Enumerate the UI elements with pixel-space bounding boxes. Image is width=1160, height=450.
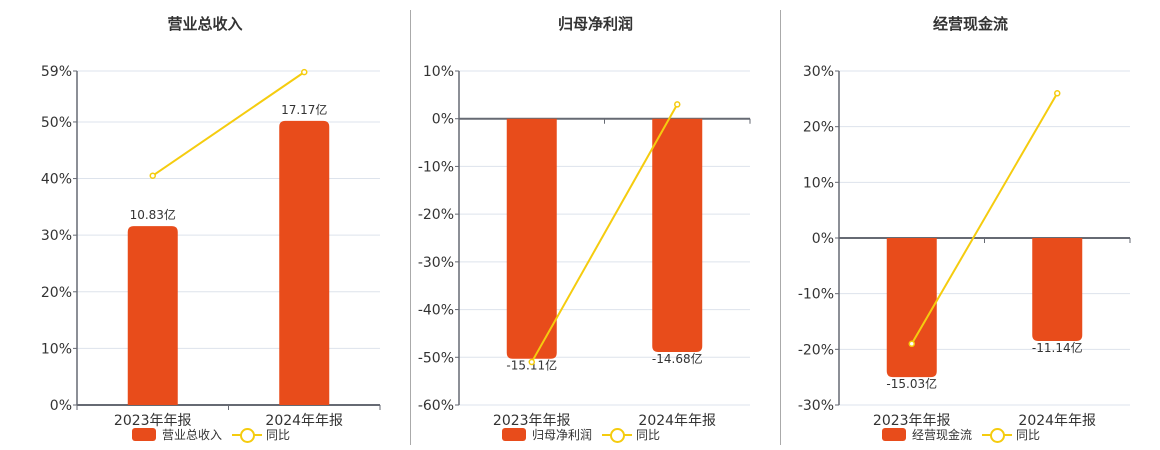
chart-legend: 归母净利润 同比 bbox=[502, 426, 660, 443]
y-tick-label: 0% bbox=[432, 112, 454, 128]
legend-line-marker-icon[interactable] bbox=[232, 427, 263, 443]
y-tick-label: 59% bbox=[41, 64, 72, 80]
bar[interactable] bbox=[886, 238, 937, 378]
panel-divider bbox=[410, 10, 411, 445]
x-category-label: 2024年年报 bbox=[638, 413, 716, 429]
y-tick-label: 50% bbox=[41, 115, 72, 131]
yoy-point[interactable] bbox=[908, 340, 915, 348]
x-category-label: 2023年年报 bbox=[873, 413, 951, 429]
y-tick-label: 0% bbox=[812, 231, 834, 247]
y-tick-label: -10% bbox=[798, 287, 834, 303]
bar-value-label: -15.03亿 bbox=[886, 376, 937, 391]
legend-bar-label[interactable]: 归母净利润 bbox=[532, 428, 593, 442]
y-tick-label: -60% bbox=[418, 398, 454, 414]
bar-value-label: -14.68亿 bbox=[652, 351, 703, 366]
yoy-point[interactable] bbox=[149, 172, 156, 179]
bar-value-label: -11.14亿 bbox=[1032, 340, 1083, 355]
y-tick-label: 10% bbox=[41, 341, 72, 357]
bar[interactable] bbox=[1032, 238, 1083, 341]
yoy-line bbox=[530, 103, 679, 363]
x-category-label: 2024年年报 bbox=[1018, 413, 1096, 429]
legend-bar-label[interactable]: 营业总收入 bbox=[162, 428, 223, 442]
y-tick-label: -10% bbox=[418, 159, 454, 175]
bar[interactable] bbox=[652, 118, 703, 353]
legend-line-label[interactable]: 同比 bbox=[1016, 428, 1041, 442]
y-tick-label: 10% bbox=[803, 175, 834, 191]
yoy-line bbox=[910, 92, 1059, 345]
bar[interactable] bbox=[279, 120, 330, 405]
chart-title: 营业总收入 bbox=[167, 15, 243, 33]
y-tick-label: -20% bbox=[418, 207, 454, 223]
y-tick-label: 30% bbox=[803, 64, 834, 80]
y-tick-label: 20% bbox=[803, 120, 834, 136]
chart-legend: 营业总收入 同比 bbox=[132, 426, 290, 443]
x-category-label: 2023年年报 bbox=[114, 413, 192, 429]
legend-line-marker-icon[interactable] bbox=[602, 427, 633, 443]
x-category-label: 2024年年报 bbox=[265, 413, 343, 429]
y-tick-label: -50% bbox=[418, 350, 454, 366]
chart-panel-net-profit: 归母净利润 -60% -50% -40% -30% -20% -10% 0% 10% -15.1… bbox=[418, 15, 751, 443]
y-tick-label: 40% bbox=[41, 172, 72, 188]
chart-panel-revenue: 营业总收入 0% 10% 20% 30% 40% 50% 59% 10.83亿 2023年年报 1… bbox=[0, 0, 400, 450]
legend-line-label[interactable]: 同比 bbox=[636, 428, 661, 442]
y-tick-label: -30% bbox=[798, 398, 834, 414]
chart-title: 归母净利润 bbox=[557, 15, 633, 33]
chart-legend: 经营现金流 同比 bbox=[882, 426, 1040, 443]
legend-bar-swatch[interactable] bbox=[132, 428, 156, 441]
legend-line-marker-icon[interactable] bbox=[982, 427, 1013, 443]
legend-line-label[interactable]: 同比 bbox=[266, 428, 291, 442]
bar-value-label: 17.17亿 bbox=[281, 102, 327, 117]
bar-value-label: 10.83亿 bbox=[130, 207, 176, 222]
y-tick-label: 30% bbox=[41, 228, 72, 244]
yoy-point[interactable] bbox=[301, 68, 308, 76]
panel-divider bbox=[780, 10, 781, 445]
yoy-line bbox=[152, 71, 305, 177]
legend-bar-swatch[interactable] bbox=[502, 428, 526, 441]
y-tick-label: -30% bbox=[418, 255, 454, 271]
y-tick-label: 20% bbox=[41, 285, 72, 301]
y-tick-label: -20% bbox=[798, 342, 834, 358]
chart-plot: -60%-50%-40%-30%-20%-10%0%10%-15.11亿2023… bbox=[418, 64, 751, 429]
x-category-label: 2023年年报 bbox=[493, 413, 571, 429]
bar[interactable] bbox=[506, 118, 557, 359]
yoy-point[interactable] bbox=[674, 101, 681, 108]
chart-plot: 0% 10% 20% 30% 40% 50% 59% 10.83亿 2023年年报 17.17亿 2… bbox=[41, 64, 381, 429]
yoy-point[interactable] bbox=[1054, 90, 1061, 97]
y-tick-label: 10% bbox=[423, 64, 454, 80]
y-tick-label: -40% bbox=[418, 303, 454, 319]
legend-bar-label[interactable]: 经营现金流 bbox=[912, 428, 973, 442]
bar[interactable] bbox=[127, 226, 178, 405]
chart-title: 经营现金流 bbox=[932, 15, 1008, 33]
y-tick-label: 0% bbox=[50, 398, 72, 414]
legend-bar-swatch[interactable] bbox=[882, 428, 906, 441]
yoy-point[interactable] bbox=[528, 358, 535, 366]
